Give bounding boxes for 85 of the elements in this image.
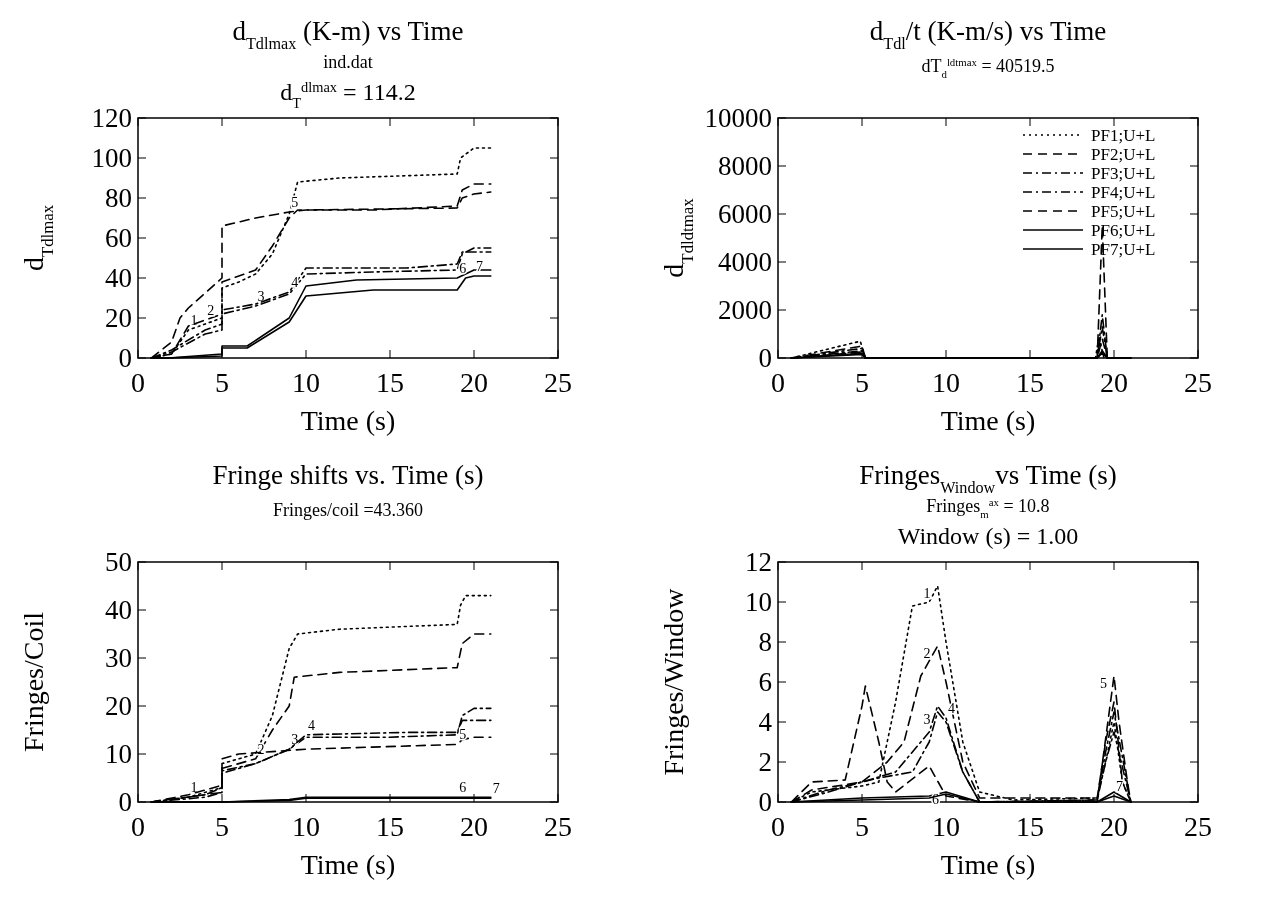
x-tick-label: 20 [1100,811,1128,842]
legend-label: PF3;U+L [1091,164,1156,183]
y-tick-label: 80 [105,183,132,213]
x-tick-label: 25 [544,367,572,398]
x-tick-label: 15 [376,367,404,398]
legend-label: PF4;U+L [1091,183,1156,202]
y-tick-label: 4 [758,707,773,737]
series-label: 5 [459,727,467,743]
series-label: 6 [459,780,467,796]
legend-label: PF5;U+L [1091,202,1156,221]
y-tick-label: 0 [118,343,132,373]
x-tick-label: 20 [460,811,488,842]
legend-label: PF1;U+L [1091,126,1156,145]
series-label: 2 [207,303,215,318]
series-label: 3 [257,289,265,304]
y-tick-label: 8000 [718,151,772,181]
x-tick-label: 15 [1016,367,1044,398]
y-tick-label: 60 [105,223,132,253]
series-label: 1 [190,780,198,796]
x-axis-title: Time (s) [940,849,1036,880]
x-tick-label: 15 [376,811,404,842]
y-tick-label: 20 [105,691,132,721]
y-tick-label: 40 [105,595,132,625]
y-tick-label: 30 [105,643,132,673]
text: Fringes$_{m}$$^{ax}$ = 10.8 [926,496,1050,520]
series-label: 6 [459,261,467,276]
x-tick-label: 20 [460,367,488,398]
y-tick-label: 4000 [718,247,772,277]
x-tick-label: 25 [544,811,572,842]
y-tick-label: 10 [105,739,132,769]
y-tick-label: 2 [758,747,772,777]
chart-subtitle: dT$_{d}$$^{ldtmax}$ = 40519.5 [921,56,1055,80]
series-label: 5 [1100,676,1107,691]
y-axis-title: Fringes/Coil [18,611,49,753]
series-label: 5 [291,195,299,210]
series-label: 2 [923,646,931,661]
x-tick-label: 5 [855,367,869,398]
x-tick-label: 5 [215,811,229,842]
chart-title: Fringe shifts vs. Time (s) [212,460,484,490]
y-tick-label: 120 [91,103,132,133]
x-tick-label: 10 [932,367,960,398]
x-tick-label: 25 [1184,367,1212,398]
x-axis-title: Time (s) [940,405,1036,436]
series-label: 3 [291,732,299,748]
chart-title: d$_{Tdl}$/t (K-m/s) vs Time [869,16,1107,53]
chart-title: d$_{Tdlmax}$ (K-m) vs Time [232,16,464,53]
y-tick-label: 0 [758,787,772,817]
y-tick-label: 6000 [718,199,772,229]
series-label: 7 [1116,779,1123,794]
x-tick-label: 10 [292,367,320,398]
series-label: 1 [190,313,198,328]
x-tick-label: 20 [1100,367,1128,398]
series-label: 4 [308,717,315,733]
x-axis-title: Time (s) [300,849,396,880]
y-tick-label: 0 [758,343,772,373]
y-tick-label: 10000 [704,103,772,133]
y-axis-title: Fringes/Window [658,587,689,776]
y-tick-label: 2000 [718,295,772,325]
x-tick-label: 5 [215,367,229,398]
x-tick-label: 10 [292,811,320,842]
y-tick-label: 12 [745,547,772,577]
y-tick-label: 0 [118,787,132,817]
chart-subtitle: Fringes/coil =43.360 [272,500,424,520]
x-tick-label: 25 [1184,811,1212,842]
series-label: 1 [923,586,931,601]
y-tick-label: 50 [105,547,132,577]
chart-subtitle: Window (s) = 1.00 [897,523,1079,549]
series-label: 7 [492,781,500,797]
text: ind.dat [323,52,373,72]
y-tick-label: 20 [105,303,132,333]
legend-label: PF2;U+L [1091,145,1156,164]
series-label: 3 [923,712,931,727]
y-tick-label: 40 [105,263,132,293]
y-tick-label: 8 [758,627,772,657]
y-tick-label: 10 [745,587,772,617]
x-axis-title: Time (s) [300,405,396,436]
x-tick-label: 5 [855,811,869,842]
y-tick-label: 100 [91,143,132,173]
chart-title: Fringes$_{Window}$vs Time (s) [859,460,1117,497]
x-tick-label: 10 [932,811,960,842]
chart-subtitle: d$_{T}$$^{dlmax}$ = 114.2 [280,79,416,111]
x-tick-label: 15 [1016,811,1044,842]
legend-label: PF7;U+L [1091,240,1156,259]
y-tick-label: 6 [758,667,772,697]
series-label: 4 [948,701,955,716]
